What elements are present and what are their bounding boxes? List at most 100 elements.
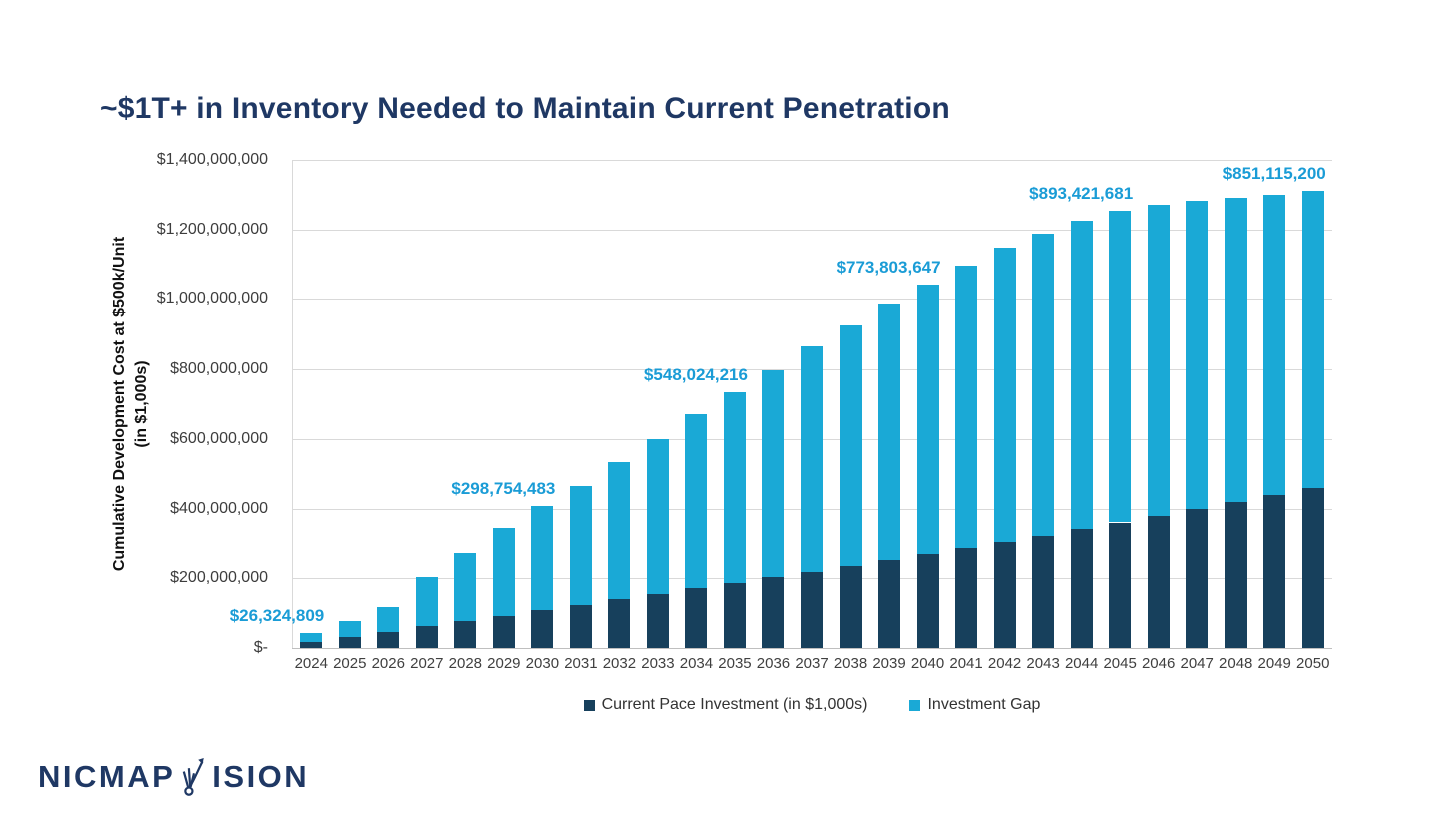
bar-current-pace-2034 <box>685 588 708 648</box>
y-axis-line <box>292 160 293 648</box>
data-label-2050: $851,115,200 <box>1222 163 1326 183</box>
x-tick-label-2024: 2024 <box>294 655 328 672</box>
bar-investment-gap-2046 <box>1147 204 1170 516</box>
y-tick-label: $800,000,000 <box>170 360 268 378</box>
legend-entry-investment-gap: Investment Gap <box>909 696 1040 714</box>
bar-investment-gap-2040 <box>916 284 939 555</box>
bar-current-pace-2050 <box>1301 487 1324 648</box>
x-tick-label-2028: 2028 <box>448 655 483 672</box>
bar-current-pace-2044 <box>1070 529 1093 648</box>
bar-investment-gap-2031 <box>569 485 592 605</box>
x-tick-label-2026: 2026 <box>371 655 405 672</box>
x-tick-label-2039: 2039 <box>872 655 906 672</box>
bar-current-pace-2043 <box>1032 535 1055 648</box>
legend-swatch-investment-gap-icon <box>909 699 921 711</box>
x-tick-label-2030: 2030 <box>525 655 560 672</box>
bar-current-pace-2039 <box>878 560 901 648</box>
bar-current-pace-2049 <box>1263 494 1286 648</box>
bar-investment-gap-2026 <box>377 606 400 632</box>
bar-current-pace-2040 <box>916 554 939 648</box>
bar-investment-gap-2028 <box>454 552 477 621</box>
x-tick-label-2041: 2041 <box>949 655 983 672</box>
bar-investment-gap-2048 <box>1224 197 1247 502</box>
bar-current-pace-2036 <box>762 577 785 648</box>
legend-label-current-pace: Current Pace Investment (in $1,000s) <box>601 696 868 713</box>
x-tick-label-2035: 2035 <box>718 655 752 672</box>
bar-investment-gap-2027 <box>415 576 438 627</box>
x-tick-label-2027: 2027 <box>410 655 444 672</box>
x-tick-label-2031: 2031 <box>564 655 598 672</box>
y-tick-label: $- <box>253 639 268 656</box>
x-tick-label-2042: 2042 <box>987 655 1022 672</box>
bar-current-pace-2041 <box>955 548 978 648</box>
bar-current-pace-2032 <box>608 599 631 648</box>
y-tick-label: $400,000,000 <box>170 499 268 517</box>
bar-current-pace-2045 <box>1109 522 1132 648</box>
bar-current-pace-2026 <box>377 631 400 648</box>
bar-current-pace-2037 <box>801 571 823 648</box>
x-tick-label-2029: 2029 <box>487 655 521 672</box>
chart-legend: Current Pace Investment (in $1,000s) Inv… <box>292 693 1332 717</box>
bar-investment-gap-2032 <box>608 461 631 600</box>
x-tick-label-2025: 2025 <box>333 655 367 672</box>
data-label-2045: $893,421,681 <box>1029 184 1134 204</box>
bar-investment-gap-2042 <box>993 247 1016 542</box>
bar-current-pace-2024 <box>300 642 323 648</box>
x-tick-label-2046: 2046 <box>1141 655 1176 672</box>
x-tick-label-2048: 2048 <box>1219 655 1253 672</box>
bar-investment-gap-2044 <box>1070 220 1093 530</box>
bar-current-pace-2030 <box>531 610 554 648</box>
x-tick-label-2040: 2040 <box>910 655 945 672</box>
y-axis-title-line1: Cumulative Development Cost at $500k/Uni… <box>111 236 128 572</box>
bar-investment-gap-2030 <box>531 506 554 611</box>
bar-current-pace-2033 <box>646 593 669 648</box>
bar-investment-gap-2037 <box>801 346 823 572</box>
data-label-2030: $298,754,483 <box>451 479 556 499</box>
bar-investment-gap-2036 <box>762 370 785 578</box>
bar-investment-gap-2029 <box>492 528 515 616</box>
x-tick-label-2047: 2047 <box>1180 655 1214 672</box>
x-tick-label-2034: 2034 <box>679 655 714 672</box>
gridline-6 <box>292 229 1332 231</box>
chart-title: ~$1T+ in Inventory Needed to Maintain Cu… <box>100 92 950 125</box>
x-tick-label-2038: 2038 <box>833 655 868 672</box>
gridline-5 <box>292 299 1332 301</box>
x-tick-label-2032: 2032 <box>602 655 637 672</box>
x-tick-label-2049: 2049 <box>1257 655 1291 672</box>
y-tick-label: $1,200,000,000 <box>156 220 268 238</box>
bar-current-pace-2048 <box>1224 501 1247 648</box>
legend-entry-current-pace: Current Pace Investment (in $1,000s) <box>583 696 868 714</box>
bar-current-pace-2025 <box>338 637 361 648</box>
arrow-growth-v-icon <box>183 758 205 796</box>
x-tick-label-2037: 2037 <box>795 655 829 672</box>
gridline-7 <box>292 160 1332 161</box>
x-tick-label-2045: 2045 <box>1103 655 1137 672</box>
logo-text-right: ISION <box>212 759 310 794</box>
nicmap-vision-logo: NICMAP ISION <box>38 752 309 802</box>
x-tick-label-2050: 2050 <box>1296 655 1330 672</box>
bar-investment-gap-2038 <box>839 325 862 566</box>
x-tick-label-2044: 2044 <box>1064 655 1099 672</box>
y-tick-label: $1,400,000,000 <box>156 151 268 168</box>
bar-investment-gap-2050 <box>1301 190 1324 488</box>
bar-investment-gap-2041 <box>955 265 978 549</box>
y-tick-label: $200,000,000 <box>170 569 268 587</box>
bar-current-pace-2038 <box>839 565 862 648</box>
bar-current-pace-2027 <box>415 626 438 648</box>
data-label-2035: $548,024,216 <box>643 364 748 384</box>
bar-investment-gap-2047 <box>1186 200 1209 509</box>
x-tick-label-2033: 2033 <box>641 655 675 672</box>
bar-investment-gap-2024 <box>300 633 323 643</box>
data-label-2040: $773,803,647 <box>836 257 941 277</box>
y-tick-label: $600,000,000 <box>170 429 268 447</box>
gridline-0 <box>292 648 1332 649</box>
x-tick-label-2036: 2036 <box>756 655 791 672</box>
legend-swatch-current-pace-icon <box>583 699 595 711</box>
bar-current-pace-2031 <box>569 604 592 648</box>
bar-investment-gap-2045 <box>1109 211 1132 523</box>
bar-investment-gap-2034 <box>685 414 708 589</box>
bar-investment-gap-2043 <box>1032 233 1055 536</box>
bar-investment-gap-2035 <box>723 391 746 583</box>
logo-text-left: NICMAP <box>38 759 176 794</box>
